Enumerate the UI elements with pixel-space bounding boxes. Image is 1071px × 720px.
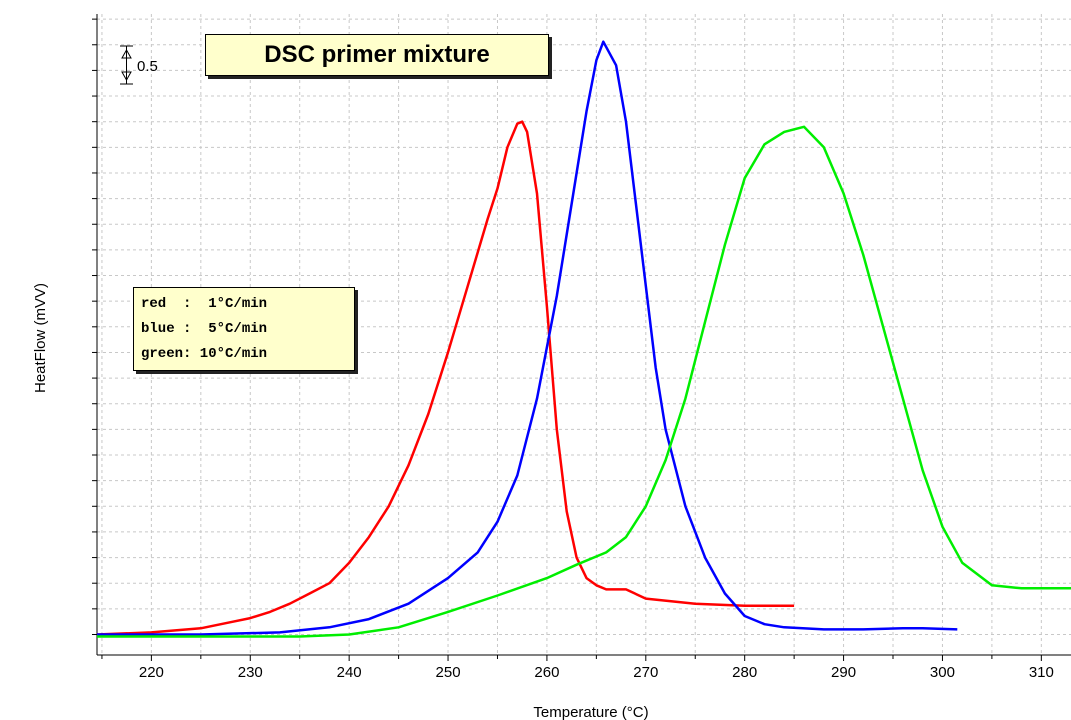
chart-title: DSC primer mixture — [205, 34, 549, 76]
x-axis-label: Temperature (°C) — [533, 704, 648, 720]
tick-labels: 220 230 240 250 260 270 280 290 300 310 — [139, 664, 1054, 681]
x-tick-label: 300 — [930, 664, 955, 681]
axes — [92, 14, 1071, 661]
x-tick-label: 270 — [633, 664, 658, 681]
y-axis-label: HeatFlow (mVV) — [32, 283, 49, 393]
x-tick-label: 310 — [1029, 664, 1054, 681]
series-group — [96, 40, 1071, 638]
x-tick-label: 250 — [436, 664, 461, 681]
legend-entry-blue: blue : 5°C/min — [141, 321, 268, 337]
scale-bar-label: 0.5 — [137, 58, 158, 75]
legend-entry-red: red : 1°C/min — [141, 296, 268, 312]
series-line-blue — [97, 40, 958, 636]
x-tick-label: 220 — [139, 664, 164, 681]
series-line-green — [97, 125, 1071, 638]
x-tick-label: 230 — [238, 664, 263, 681]
x-tick-label: 240 — [337, 664, 362, 681]
series-line-red — [96, 120, 795, 636]
x-tick-label: 290 — [831, 664, 856, 681]
x-tick-label: 280 — [732, 664, 757, 681]
legend: red : 1°C/min blue : 5°C/min green: 10°C… — [133, 287, 355, 371]
legend-entry-green: green: 10°C/min — [141, 346, 268, 362]
x-tick-label: 260 — [534, 664, 559, 681]
scale-bar-icon — [120, 45, 133, 85]
